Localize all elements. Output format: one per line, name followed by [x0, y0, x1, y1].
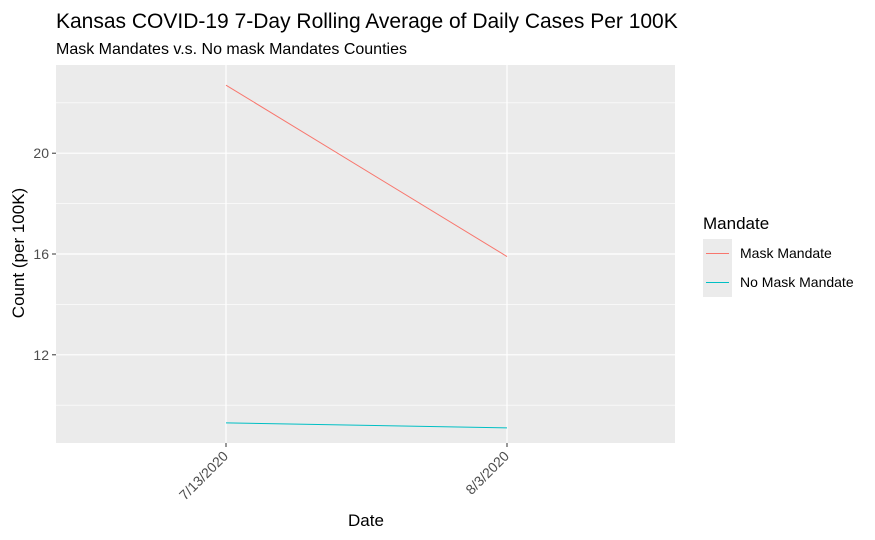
x-axis-title: Date [348, 511, 384, 530]
legend: Mandate Mask Mandate No Mask Mandate [703, 214, 854, 297]
y-tick-label: 16 [33, 246, 49, 262]
series-lines [225, 84, 508, 429]
legend-label: Mask Mandate [740, 245, 832, 261]
y-axis: 12 16 20 [33, 145, 56, 363]
x-axis: 7/13/2020 8/3/2020 [176, 443, 512, 504]
major-gridlines [56, 65, 675, 443]
chart-subtitle: Mask Mandates v.s. No mask Mandates Coun… [56, 41, 407, 58]
legend-label: No Mask Mandate [740, 274, 854, 290]
x-tick-label: 8/3/2020 [462, 448, 512, 498]
series-line [225, 84, 508, 257]
chart-title: Kansas COVID-19 7-Day Rolling Average of… [56, 10, 678, 33]
legend-title: Mandate [703, 214, 769, 233]
y-tick-label: 20 [33, 145, 49, 161]
x-tick-label: 7/13/2020 [176, 448, 232, 504]
minor-gridlines [56, 102, 675, 406]
y-axis-title: Count (per 100K) [9, 188, 28, 318]
series-line [225, 422, 508, 429]
y-tick-label: 12 [33, 347, 49, 363]
